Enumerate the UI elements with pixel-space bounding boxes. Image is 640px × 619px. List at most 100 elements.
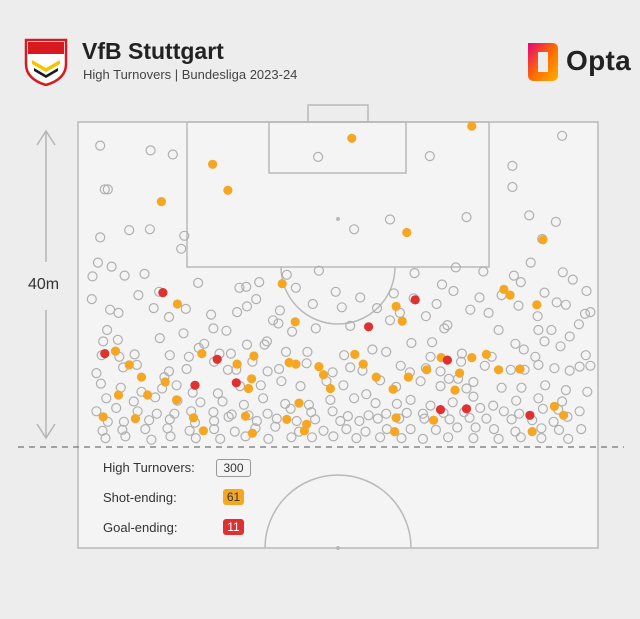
turnover-point bbox=[120, 431, 131, 442]
brand-name: Opta bbox=[566, 45, 631, 76]
turnover-point bbox=[395, 360, 406, 371]
turnover-point bbox=[336, 302, 347, 313]
turnover-point bbox=[102, 184, 113, 195]
turnover-point bbox=[95, 378, 107, 389]
turnover-point bbox=[328, 431, 339, 442]
goal-ending-point bbox=[158, 288, 168, 298]
turnover-point bbox=[310, 323, 321, 334]
turnover-point bbox=[310, 414, 321, 425]
turnover-point bbox=[564, 331, 575, 342]
page-subtitle: High Turnovers | Bundesliga 2023-24 bbox=[83, 67, 298, 82]
turnover-point bbox=[474, 292, 485, 303]
turnover-point bbox=[579, 308, 591, 319]
turnover-point bbox=[381, 408, 392, 419]
turnover-point bbox=[514, 408, 525, 419]
turnover-point bbox=[91, 406, 102, 417]
turnover-point bbox=[417, 408, 428, 419]
turnover-point bbox=[585, 307, 596, 318]
turnover-point bbox=[91, 368, 102, 379]
turnover-point bbox=[303, 399, 314, 410]
turnover-point bbox=[165, 431, 176, 442]
club-crest-icon bbox=[24, 38, 68, 86]
shot-ending-point bbox=[208, 159, 218, 169]
turnover-point bbox=[295, 381, 306, 392]
turnover-point bbox=[513, 300, 524, 311]
distance-arrow bbox=[36, 129, 56, 440]
turnover-point bbox=[409, 268, 420, 279]
turnover-point bbox=[564, 365, 575, 376]
turnover-point bbox=[274, 305, 285, 316]
legend-high-turnovers-label: High Turnovers: bbox=[103, 460, 195, 475]
turnover-point bbox=[327, 367, 338, 378]
turnover-point bbox=[425, 351, 436, 362]
turnover-point bbox=[291, 415, 302, 427]
turnover-point bbox=[560, 385, 572, 396]
turnover-point bbox=[424, 151, 435, 162]
goal-ending-point bbox=[442, 355, 452, 365]
turnover-point bbox=[255, 380, 266, 391]
turnover-point bbox=[507, 160, 518, 171]
shot-ending-point bbox=[391, 413, 401, 423]
turnover-point bbox=[396, 433, 407, 444]
goal-ending-point bbox=[231, 378, 241, 388]
turnover-point bbox=[381, 346, 392, 357]
legend-shot-ending-value: 61 bbox=[223, 489, 244, 505]
shot-ending-point bbox=[232, 359, 242, 369]
header: VfB Stuttgart High Turnovers | Bundeslig… bbox=[0, 0, 640, 100]
turnover-point bbox=[281, 269, 292, 280]
turnover-point bbox=[263, 433, 274, 444]
turnover-point bbox=[290, 282, 301, 293]
turnover-point bbox=[325, 394, 336, 405]
turnover-point bbox=[475, 402, 486, 414]
shot-ending-point bbox=[314, 362, 324, 372]
shot-ending-point bbox=[350, 349, 360, 359]
turnover-point bbox=[259, 339, 270, 350]
shot-ending-point bbox=[325, 383, 335, 394]
turnover-point bbox=[144, 224, 155, 235]
turnover-point bbox=[556, 130, 568, 141]
turnover-point bbox=[550, 216, 562, 227]
shot-ending-point bbox=[160, 377, 170, 387]
turnover-point bbox=[102, 416, 113, 427]
turnover-point bbox=[420, 311, 431, 322]
turnover-point bbox=[209, 415, 220, 427]
shot-ending-point bbox=[494, 365, 504, 375]
turnover-point bbox=[301, 358, 312, 369]
turnover-point bbox=[557, 267, 568, 278]
turnover-point bbox=[493, 433, 504, 444]
turnover-point bbox=[345, 362, 356, 373]
turnover-point bbox=[478, 266, 489, 277]
turnover-point bbox=[537, 403, 549, 414]
turnover-point bbox=[417, 433, 428, 444]
turnover-point bbox=[468, 391, 479, 402]
shot-ending-point bbox=[172, 395, 182, 405]
turnover-point bbox=[439, 323, 450, 334]
turnover-point bbox=[468, 376, 479, 388]
turnover-point bbox=[241, 301, 253, 312]
turnover-point bbox=[262, 408, 273, 419]
turnover-point bbox=[360, 426, 371, 437]
turnover-point bbox=[318, 425, 329, 436]
shot-ending-point bbox=[249, 351, 259, 361]
shot-ending-point bbox=[515, 364, 525, 374]
turnover-point bbox=[163, 311, 175, 323]
turnover-point bbox=[567, 274, 578, 285]
turnover-point bbox=[450, 262, 461, 273]
legend-high-turnovers-value: 300 bbox=[216, 459, 251, 477]
goal-ending-point bbox=[410, 295, 420, 305]
turnover-point bbox=[99, 184, 110, 195]
turnover-point bbox=[581, 285, 592, 297]
turnover-point bbox=[306, 432, 318, 443]
shot-ending-point bbox=[391, 301, 401, 311]
turnover-point bbox=[341, 424, 352, 435]
turnover-point bbox=[140, 424, 151, 435]
turnover-point bbox=[384, 315, 396, 326]
shot-ending-point bbox=[390, 427, 400, 437]
turnover-point bbox=[496, 382, 507, 393]
shot-ending-point bbox=[403, 372, 413, 382]
shot-ending-point bbox=[402, 227, 412, 238]
turnover-point bbox=[280, 346, 292, 357]
turnover-point bbox=[234, 282, 245, 293]
turnover-point bbox=[488, 424, 500, 435]
turnover-point bbox=[241, 339, 253, 350]
